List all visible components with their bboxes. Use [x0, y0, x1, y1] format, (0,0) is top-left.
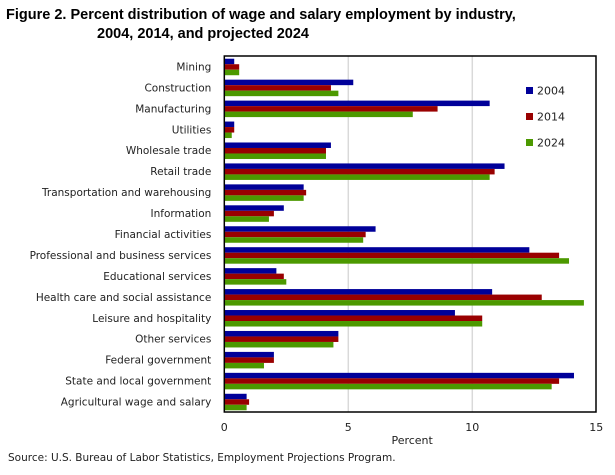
category-label: Health care and social assistance: [36, 292, 211, 304]
bar-2024: [224, 174, 490, 180]
bar-2014: [224, 399, 250, 405]
bar-2014: [224, 127, 235, 133]
bar-2024: [224, 321, 483, 327]
bar-2014: [224, 336, 339, 342]
legend: 2004 2014 2024: [526, 85, 565, 150]
chart-title-line2: 2004, 2014, and projected 2024: [97, 26, 309, 42]
bar-2004: [224, 121, 235, 128]
bar-2024: [224, 153, 326, 159]
bar-2004: [224, 79, 354, 86]
bar-2014: [224, 106, 438, 112]
legend-swatch-2004: [526, 87, 533, 94]
bars: [224, 58, 584, 411]
bar-2024: [224, 362, 264, 369]
bar-2004: [224, 351, 274, 358]
bar-2004: [224, 393, 247, 400]
category-label: Retail trade: [150, 166, 211, 178]
bar-2024: [224, 300, 584, 306]
category-label: Professional and business services: [30, 250, 212, 262]
legend-label-2004: 2004: [537, 85, 565, 98]
bar-2004: [224, 58, 235, 65]
bar-2024: [224, 237, 364, 243]
bar-2014: [224, 64, 240, 70]
legend-swatch-2024: [526, 139, 533, 146]
category-label: Wholesale trade: [126, 145, 211, 157]
legend-swatch-2014: [526, 113, 533, 120]
x-tick-label: 5: [345, 421, 352, 434]
bar-2004: [224, 163, 505, 169]
bar-2004: [224, 100, 490, 107]
category-label: Mining: [176, 61, 211, 73]
x-tick-label: 0: [221, 421, 228, 434]
bar-2004: [224, 205, 284, 211]
bar-2004: [224, 268, 277, 274]
bar-2004: [224, 310, 455, 316]
bar-2014: [224, 189, 307, 196]
bar-2024: [224, 90, 339, 97]
category-label: Utilities: [172, 124, 212, 136]
chart-title: Figure 2. Percent distribution of wage a…: [6, 6, 516, 44]
bar-2014: [224, 315, 483, 322]
category-label: Other services: [135, 334, 211, 346]
chart-title-line1: Figure 2. Percent distribution of wage a…: [6, 7, 516, 23]
bar-2004: [224, 142, 331, 148]
category-label: Federal government: [105, 355, 211, 367]
bar-2024: [224, 341, 334, 348]
bar-2014: [224, 147, 326, 154]
x-tick-labels: 0 5 10 15: [221, 421, 603, 434]
category-label: Transportation and warehousing: [41, 187, 211, 199]
bar-2004: [224, 330, 339, 337]
bar-2004: [224, 226, 376, 232]
bar-2024: [224, 195, 304, 201]
bar-2014: [224, 168, 495, 175]
bar-2014: [224, 273, 284, 280]
bar-2014: [224, 252, 560, 259]
bar-2024: [224, 69, 240, 76]
bar-2024: [224, 132, 232, 139]
x-tick-label: 15: [589, 421, 603, 434]
bar-2004: [224, 247, 530, 253]
x-axis-label: Percent: [391, 434, 433, 447]
category-label: Financial activities: [115, 229, 212, 241]
bar-2014: [224, 378, 560, 384]
source-note: Source: U.S. Bureau of Labor Statistics,…: [8, 452, 396, 464]
bar-2014: [224, 294, 542, 301]
bar-2024: [224, 404, 247, 411]
bar-2024: [224, 383, 552, 390]
legend-label-2014: 2014: [537, 111, 565, 124]
category-labels: Mining Construction Manufacturing Utilities…: [30, 61, 212, 408]
category-label: Agricultural wage and salary: [61, 397, 212, 409]
bar-2014: [224, 357, 274, 363]
bar-2004: [224, 372, 574, 379]
bar-2024: [224, 258, 570, 264]
category-label: Manufacturing: [135, 103, 211, 115]
bar-2004: [224, 289, 493, 295]
bar-2014: [224, 210, 274, 217]
category-label: Construction: [144, 82, 211, 94]
bar-2024: [224, 216, 269, 222]
category-label: Leisure and hospitality: [92, 313, 211, 325]
bar-2014: [224, 231, 366, 238]
category-label: State and local government: [65, 376, 211, 388]
plot-frame: [223, 55, 597, 413]
bar-2014: [224, 85, 331, 91]
category-label: Educational services: [103, 271, 211, 283]
legend-label-2024: 2024: [537, 137, 565, 150]
x-tick-label: 10: [465, 421, 479, 434]
bar-2004: [224, 184, 304, 190]
bar-2024: [224, 111, 413, 118]
category-label: Information: [151, 208, 212, 220]
bar-2024: [224, 279, 287, 285]
